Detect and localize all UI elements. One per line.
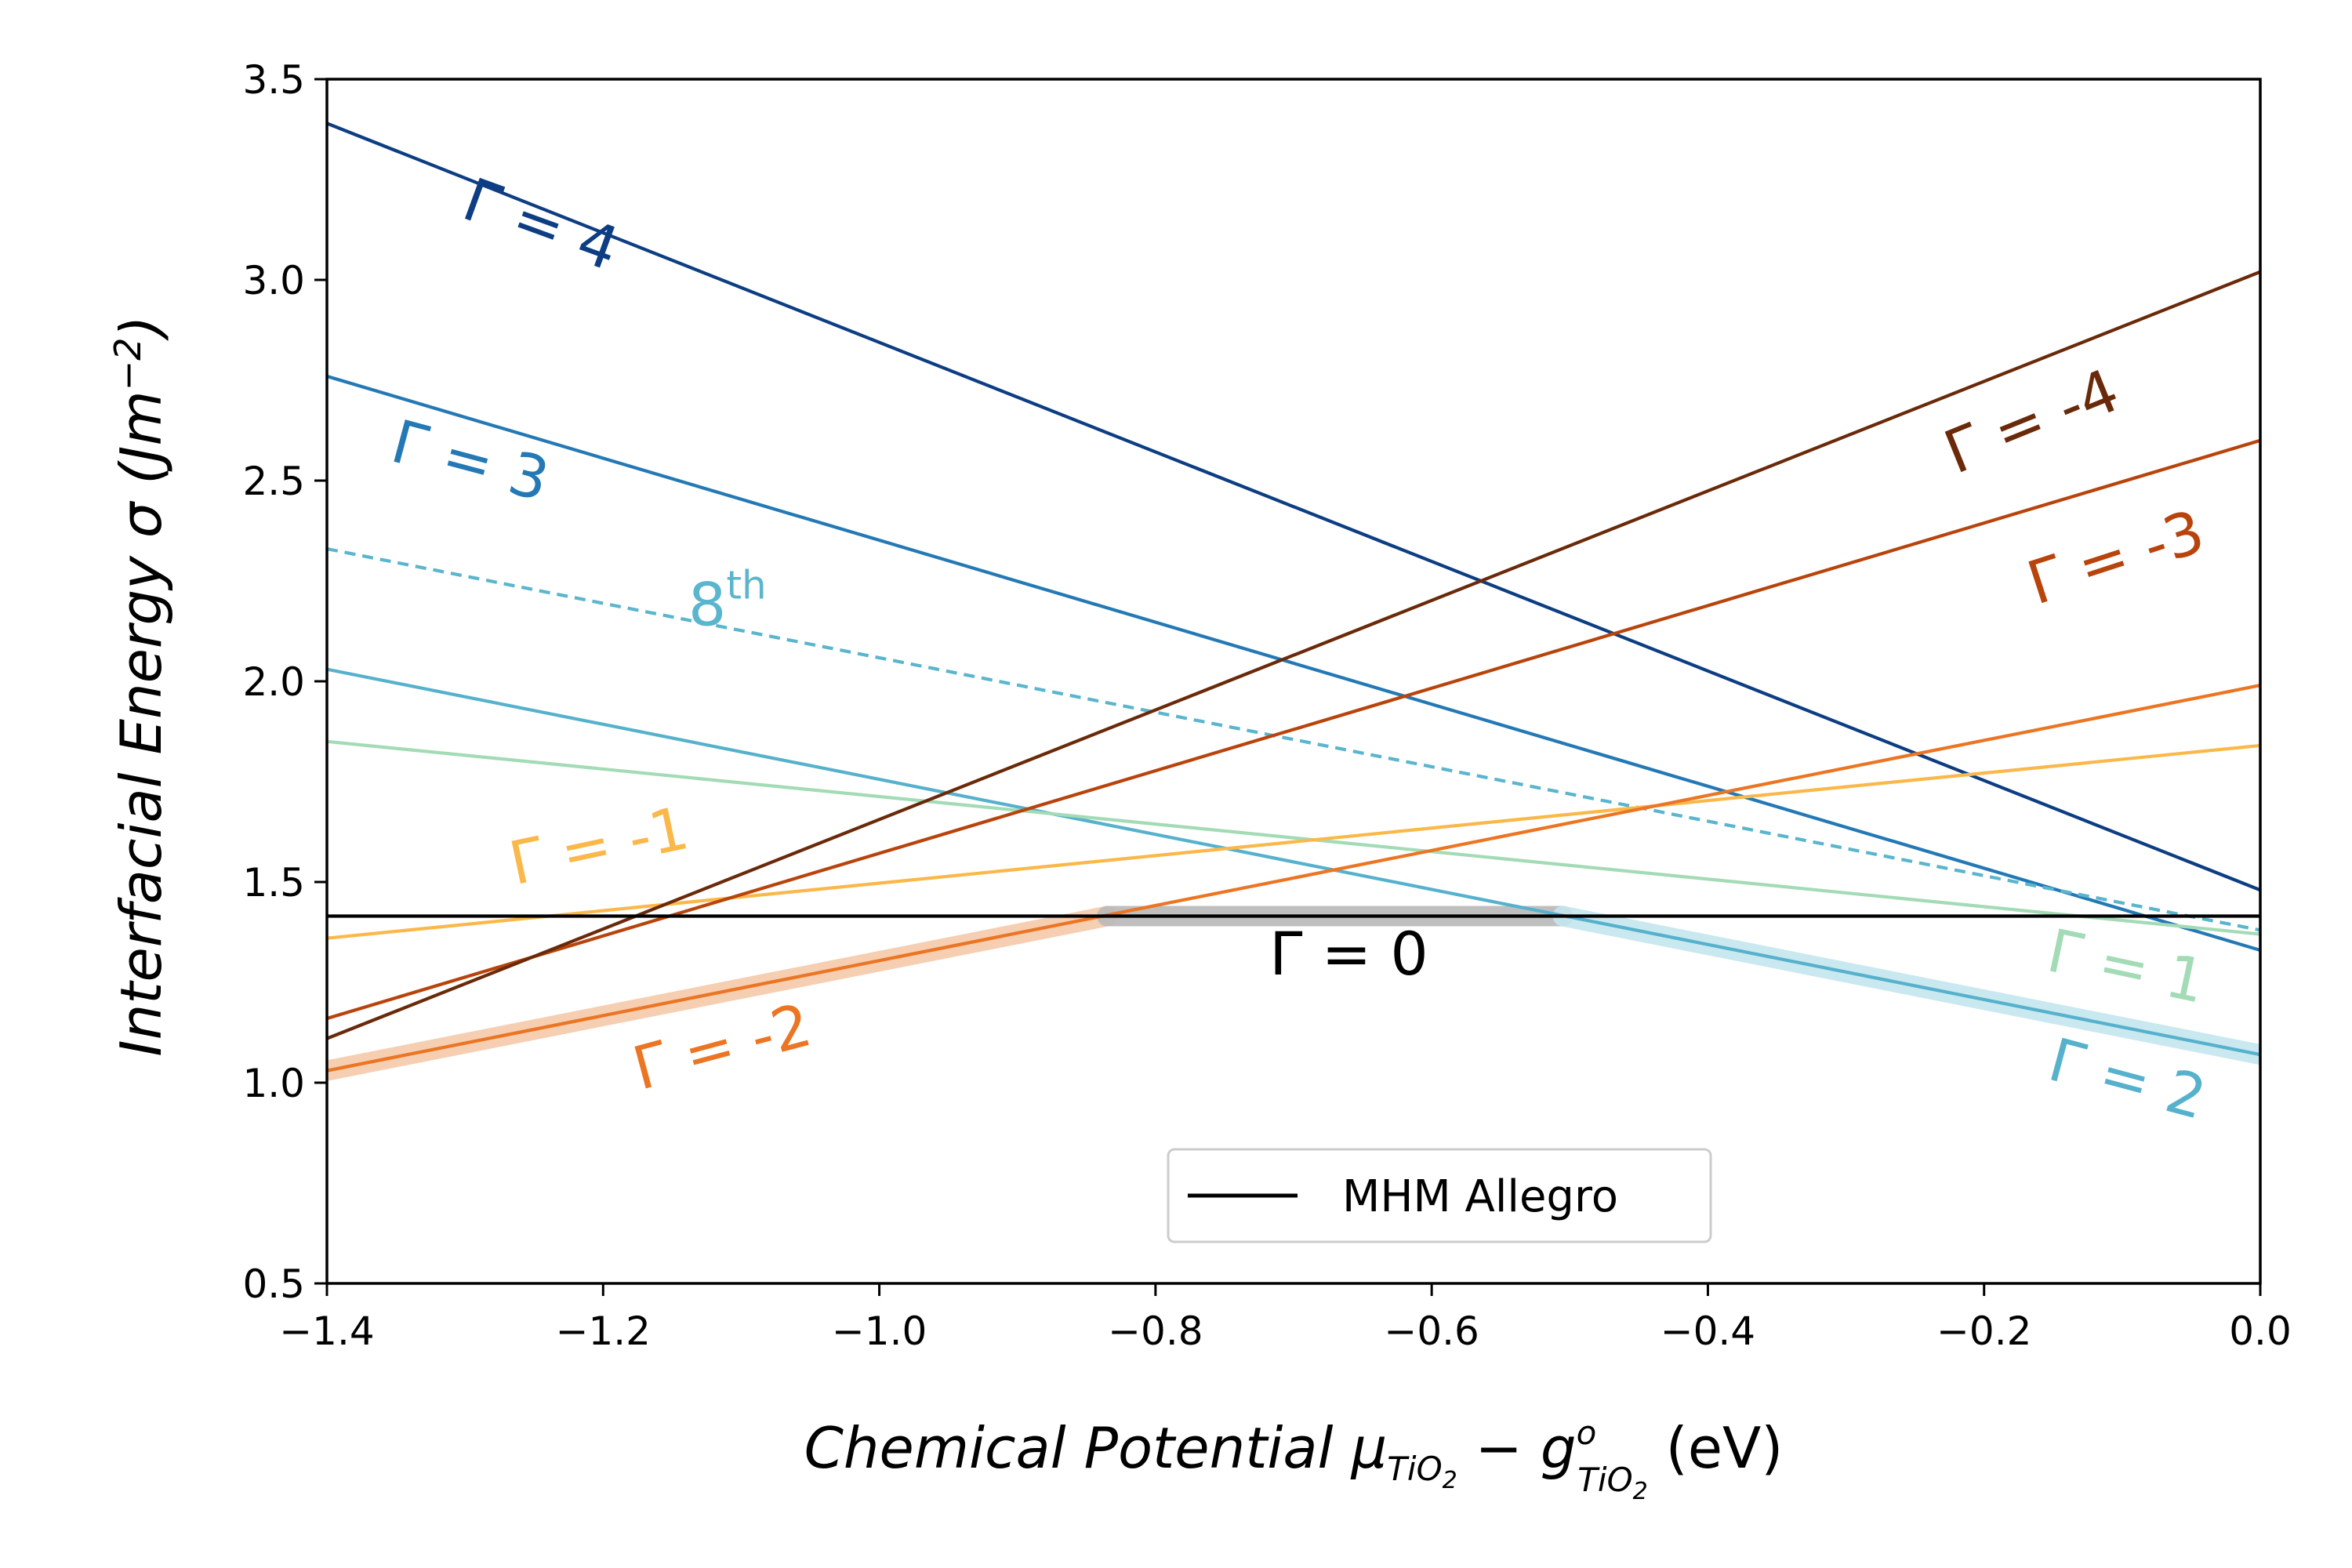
x-tick-label: −0.4 <box>1661 1308 1755 1354</box>
series-label-g3: Γ = 3 <box>385 406 557 514</box>
y-tick-label: 2.0 <box>242 659 305 705</box>
x-tick-label: −0.8 <box>1108 1308 1203 1354</box>
series-label-g8th: 8th <box>688 562 767 639</box>
y-tick-label: 3.5 <box>242 57 305 103</box>
x-tick-label: −1.0 <box>832 1308 927 1354</box>
series-label-g1: Γ = 1 <box>2042 916 2212 1017</box>
y-axis-ticks: 0.5 1.0 1.5 2.0 2.5 3.0 3.5 <box>242 57 327 1307</box>
series-line-g3 <box>327 374 2260 953</box>
y-tick-label: 1.0 <box>242 1061 305 1106</box>
legend-label: MHM Allegro <box>1342 1171 1618 1222</box>
plot-frame <box>325 78 2262 1285</box>
series-line-g1 <box>327 739 2260 936</box>
series-line-g4 <box>327 122 2260 892</box>
y-tick-label: 1.5 <box>242 860 305 906</box>
x-axis-ticks: −1.4 −1.2 −1.0 −0.8 −0.6 −0.4 −0.2 0.0 <box>279 1283 2292 1354</box>
x-tick-label: −0.2 <box>1936 1308 2031 1354</box>
series-lines <box>327 122 2260 1073</box>
series-label-gm4: Γ = -4 <box>1935 355 2129 488</box>
series-label-g0: Γ = 0 <box>1269 919 1428 989</box>
series-label-g4: Γ = 4 <box>455 165 628 285</box>
series-line-g2 <box>327 667 2260 1057</box>
x-axis-label: Chemical Potential μTiO2 − go TiO2 (eV) <box>804 1414 1784 1505</box>
series-line-g8th <box>327 546 2260 932</box>
series-line-gm1 <box>327 743 2260 940</box>
x-tick-label: 0.0 <box>2229 1308 2292 1354</box>
x-tick-label: −1.4 <box>279 1308 374 1354</box>
legend-box <box>1167 1148 1712 1243</box>
y-tick-label: 3.0 <box>242 258 305 303</box>
x-tick-label: −1.2 <box>556 1308 651 1354</box>
series-label-gm1: Γ = -1 <box>503 793 695 898</box>
y-tick-label: 0.5 <box>242 1261 305 1307</box>
y-tick-label: 2.5 <box>242 459 305 504</box>
series-label-gm3: Γ = -3 <box>2019 496 2212 619</box>
legend: MHM Allegro <box>1167 1148 1712 1243</box>
series-line-gm2 <box>327 684 2260 1073</box>
series-line-gm3 <box>327 438 2260 1021</box>
y-axis-label: Interfacial Energy σ (Jm−2) <box>107 315 174 1056</box>
x-tick-label: −0.6 <box>1384 1308 1479 1354</box>
series-line-gm4 <box>327 270 2260 1040</box>
